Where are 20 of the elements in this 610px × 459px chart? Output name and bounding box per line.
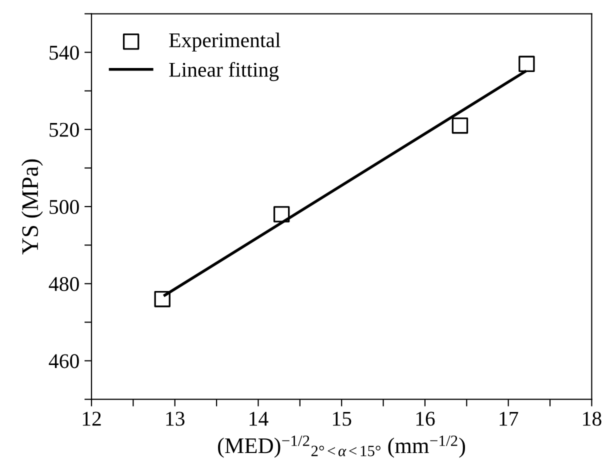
y-tick-label: 500 — [50, 200, 79, 214]
legend-label: Experimental — [169, 32, 280, 52]
y-axis-title: YS (MPa) — [21, 159, 43, 254]
point — [273, 206, 290, 222]
y-tick-label: 480 — [48, 277, 79, 292]
legend-label: Linear fitting — [169, 62, 279, 82]
y-tick-label: 520 — [50, 122, 79, 137]
point — [518, 56, 535, 72]
x-tick-label: 17 — [500, 412, 518, 426]
point — [452, 117, 468, 134]
x-tick-label: 15 — [333, 412, 352, 426]
x-tick-label: 16 — [416, 412, 435, 426]
x-tick-label: 14 — [250, 412, 268, 426]
point — [154, 290, 170, 308]
y-tick-label: 460 — [48, 354, 79, 368]
x-tick-label: 18 — [583, 412, 602, 426]
x-tick-label: 12 — [82, 412, 101, 426]
x-axis-title: (MED)$^{−1/2}$$_{2°<α<15°}$ (mm$^{−1/2}$) — [218, 436, 466, 458]
x-tick-label: 13 — [166, 412, 184, 426]
y-tick-label: 540 — [50, 46, 79, 60]
